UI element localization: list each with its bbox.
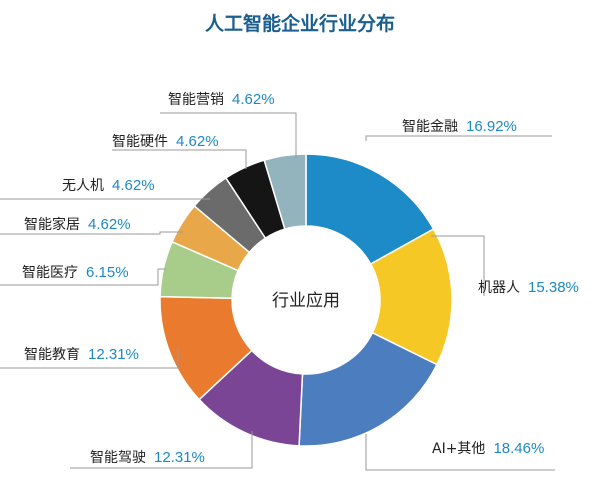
slice-label-name: AI+其他 bbox=[432, 441, 485, 457]
slice-label: 智能硬件 4.62% bbox=[112, 133, 219, 150]
leader-line bbox=[0, 231, 183, 235]
slice-label-name: 智能驾驶 bbox=[90, 450, 146, 466]
leader-line bbox=[160, 112, 297, 158]
slice-label-value: 16.92% bbox=[466, 118, 517, 135]
slice-label-value: 4.62% bbox=[232, 91, 275, 108]
slice-label-name: 智能营销 bbox=[168, 92, 224, 108]
slice-label-value: 12.31% bbox=[88, 346, 139, 363]
slice-label: 智能营销 4.62% bbox=[168, 91, 275, 108]
slice-label: 智能教育 12.31% bbox=[24, 346, 139, 363]
pie-slice bbox=[369, 227, 453, 366]
slice-label-value: 6.15% bbox=[86, 264, 129, 281]
slice-label-value: 18.46% bbox=[493, 440, 544, 457]
leader-line bbox=[0, 348, 179, 369]
slice-label-value: 4.62% bbox=[176, 133, 219, 150]
slice-label-name: 智能金融 bbox=[402, 119, 458, 135]
slice-label: 智能金融 16.92% bbox=[402, 118, 517, 135]
pie-slice bbox=[298, 331, 438, 447]
slice-label: AI+其他 18.46% bbox=[432, 440, 544, 457]
slice-label: 无人机 4.62% bbox=[62, 177, 155, 194]
slice-label-value: 15.38% bbox=[528, 279, 579, 296]
pie-slice bbox=[305, 153, 435, 266]
slice-label-name: 智能教育 bbox=[24, 347, 80, 363]
chart-title: 人工智能企业行业分布 bbox=[205, 12, 395, 35]
leader-lines bbox=[0, 112, 555, 471]
slice-label-name: 智能医疗 bbox=[22, 265, 78, 281]
leader-line bbox=[70, 431, 253, 469]
leader-line bbox=[365, 434, 555, 471]
leader-line bbox=[0, 268, 166, 286]
slice-label: 智能医疗 6.15% bbox=[22, 264, 129, 281]
slice-label: 机器人 15.38% bbox=[478, 279, 579, 296]
slice-label-name: 智能硬件 bbox=[112, 134, 168, 150]
slice-label-value: 12.31% bbox=[154, 449, 205, 466]
slice-label-value: 4.62% bbox=[88, 216, 131, 233]
slice-label: 智能家居 4.62% bbox=[24, 216, 131, 233]
slice-label-value: 4.62% bbox=[112, 177, 155, 194]
pie-slices bbox=[159, 153, 453, 447]
leader-line bbox=[112, 149, 247, 169]
leader-line bbox=[365, 135, 552, 141]
slice-label-name: 机器人 bbox=[478, 280, 520, 296]
leader-line bbox=[431, 235, 485, 296]
slice-label: 智能驾驶 12.31% bbox=[90, 449, 205, 466]
slice-label-name: 智能家居 bbox=[24, 216, 80, 233]
slice-labels: 智能金融 16.92% 机器人 15.38% AI+其他 18.46% 智能驾驶 12.31%… bbox=[22, 91, 579, 466]
slice-label-name: 无人机 bbox=[62, 178, 104, 194]
center-label: 行业应用 bbox=[272, 291, 340, 311]
pie-slice bbox=[263, 153, 307, 231]
